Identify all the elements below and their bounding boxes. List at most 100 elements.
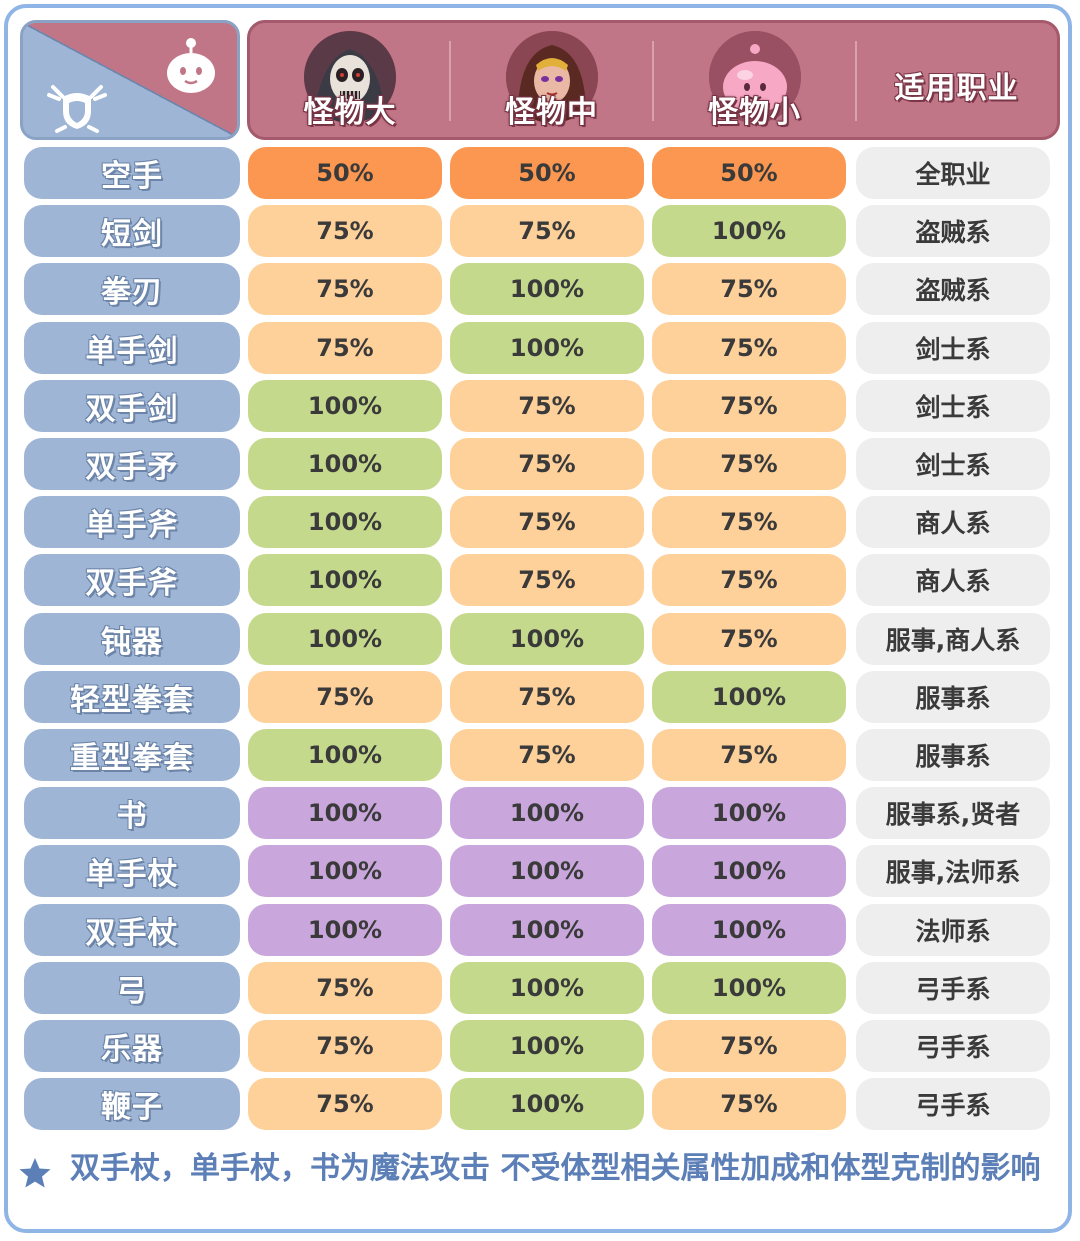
header-divider xyxy=(652,41,654,121)
modifier-cell: 75% xyxy=(450,729,644,781)
modifier-cell: 75% xyxy=(652,554,846,606)
header-monster-small: 怪物小 xyxy=(653,23,856,137)
header-divider xyxy=(449,41,451,121)
modifier-cell: 75% xyxy=(450,380,644,432)
modifier-cell: 100% xyxy=(248,787,442,839)
job-cell: 服事,商人系 xyxy=(856,613,1050,665)
job-cell: 服事,法师系 xyxy=(856,845,1050,897)
header-monster-medium: 怪物中 xyxy=(450,23,653,137)
modifier-cell: 75% xyxy=(652,1078,846,1130)
modifier-cell: 100% xyxy=(652,845,846,897)
modifier-cell: 75% xyxy=(450,205,644,257)
job-cell: 法师系 xyxy=(856,904,1050,956)
modifier-cell: 75% xyxy=(652,263,846,315)
corner-cell xyxy=(20,20,240,140)
job-cell: 弓手系 xyxy=(856,1078,1050,1130)
modifier-cell: 75% xyxy=(248,263,442,315)
skeleton-monster-icon xyxy=(304,31,396,123)
weapon-cell: 双手剑 xyxy=(24,380,240,432)
modifier-cell: 100% xyxy=(248,438,442,490)
job-cell: 商人系 xyxy=(856,554,1050,606)
modifier-cell: 75% xyxy=(248,671,442,723)
modifier-cell: 100% xyxy=(652,671,846,723)
modifier-cell: 50% xyxy=(652,147,846,199)
job-cell: 服事系 xyxy=(856,671,1050,723)
job-cell: 盗贼系 xyxy=(856,205,1050,257)
modifier-cell: 75% xyxy=(248,1020,442,1072)
modifier-cell: 100% xyxy=(248,613,442,665)
header-label: 怪物中 xyxy=(505,95,598,130)
weapon-cell: 弓 xyxy=(24,962,240,1014)
modifier-cell: 100% xyxy=(248,380,442,432)
job-cell: 剑士系 xyxy=(856,380,1050,432)
job-cell: 弓手系 xyxy=(856,1020,1050,1072)
modifier-cell: 100% xyxy=(248,729,442,781)
weapon-cell: 重型拳套 xyxy=(24,729,240,781)
modifier-cell: 100% xyxy=(450,845,644,897)
job-cell: 商人系 xyxy=(856,496,1050,548)
modifier-cell: 100% xyxy=(248,845,442,897)
weapon-cell: 双手斧 xyxy=(24,554,240,606)
modifier-cell: 75% xyxy=(450,438,644,490)
modifier-cell: 100% xyxy=(450,1078,644,1130)
modifier-cell: 75% xyxy=(248,322,442,374)
modifier-cell: 100% xyxy=(450,263,644,315)
modifier-cell: 75% xyxy=(248,205,442,257)
weapon-cell: 拳刃 xyxy=(24,263,240,315)
job-cell: 剑士系 xyxy=(856,322,1050,374)
weapon-cell: 双手杖 xyxy=(24,904,240,956)
modifier-cell: 75% xyxy=(652,496,846,548)
modifier-cell: 100% xyxy=(450,787,644,839)
modifier-cell: 100% xyxy=(652,787,846,839)
weapon-cell: 单手剑 xyxy=(24,322,240,374)
weapon-cell: 轻型拳套 xyxy=(24,671,240,723)
poring-monster-icon xyxy=(708,31,801,123)
weapon-cell: 书 xyxy=(24,787,240,839)
star-icon xyxy=(19,1158,51,1188)
job-cell: 剑士系 xyxy=(856,438,1050,490)
job-cell: 弓手系 xyxy=(856,962,1050,1014)
table-header: 怪物大 怪物中 xyxy=(247,20,1060,140)
modifier-cell: 75% xyxy=(652,380,846,432)
modifier-cell: 75% xyxy=(652,613,846,665)
header-label: 怪物小 xyxy=(708,95,801,130)
modifier-cell: 50% xyxy=(248,147,442,199)
modifier-cell: 75% xyxy=(652,729,846,781)
weapon-cell: 空手 xyxy=(24,147,240,199)
weapon-cell: 短剑 xyxy=(24,205,240,257)
modifier-cell: 75% xyxy=(652,322,846,374)
female-monster-icon xyxy=(505,31,598,123)
header-divider xyxy=(855,41,857,121)
modifier-cell: 100% xyxy=(652,962,846,1014)
weapon-cell: 鞭子 xyxy=(24,1078,240,1130)
weapon-cell: 单手斧 xyxy=(24,496,240,548)
header-job-label: 适用职业 xyxy=(894,71,1019,106)
modifier-cell: 75% xyxy=(248,962,442,1014)
job-cell: 服事系 xyxy=(856,729,1050,781)
modifier-cell: 100% xyxy=(248,904,442,956)
modifier-cell: 100% xyxy=(248,496,442,548)
weapon-cell: 钝器 xyxy=(24,613,240,665)
modifier-cell: 100% xyxy=(652,904,846,956)
modifier-cell: 75% xyxy=(248,1078,442,1130)
modifier-cell: 100% xyxy=(450,962,644,1014)
modifier-cell: 75% xyxy=(450,554,644,606)
header-label: 怪物大 xyxy=(303,95,397,130)
modifier-cell: 75% xyxy=(450,496,644,548)
class-emblem-icon xyxy=(47,85,107,133)
weapon-cell: 乐器 xyxy=(24,1020,240,1072)
weapon-cell: 双手矛 xyxy=(24,438,240,490)
modifier-cell: 100% xyxy=(450,1020,644,1072)
modifier-cell: 100% xyxy=(450,322,644,374)
modifier-cell: 75% xyxy=(652,438,846,490)
weapon-cell: 单手杖 xyxy=(24,845,240,897)
job-cell: 盗贼系 xyxy=(856,263,1050,315)
footer-note-text: 双手杖，单手杖，书为魔法攻击 不受体型相关属性加成和体型克制的影响 xyxy=(70,1151,1041,1186)
modifier-cell: 100% xyxy=(652,205,846,257)
header-monster-large: 怪物大 xyxy=(250,23,450,137)
modifier-cell: 100% xyxy=(450,613,644,665)
modifier-cell: 100% xyxy=(450,904,644,956)
modifier-cell: 50% xyxy=(450,147,644,199)
modifier-cell: 75% xyxy=(450,671,644,723)
poring-face-icon xyxy=(167,38,215,93)
